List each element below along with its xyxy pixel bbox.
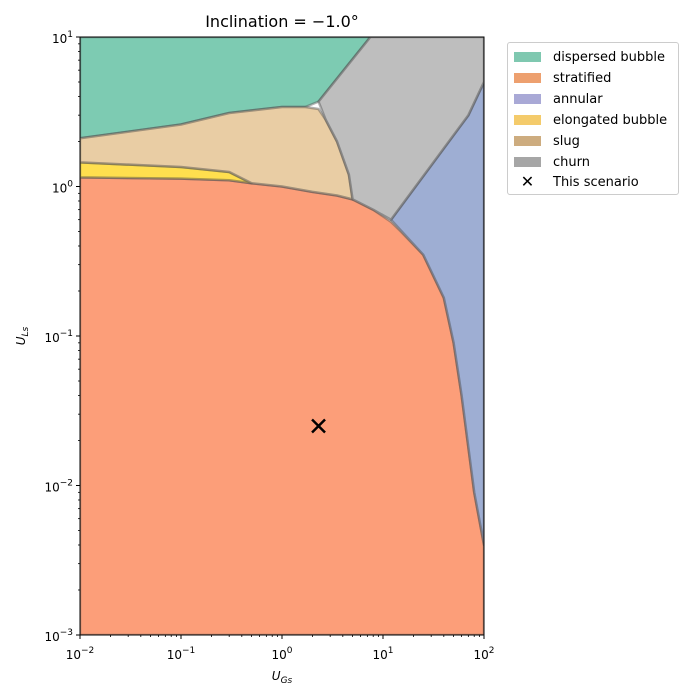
y-tick-label: 10−1 [44,329,73,345]
x-tick-label: 10−1 [167,646,196,662]
x-axis-label: UGs [272,669,293,686]
region-churn [317,37,484,221]
y-tick-label: 10−2 [44,479,73,495]
legend-label: annular [553,91,603,107]
region-annular [389,80,484,547]
legend-swatch [514,136,541,146]
legend-item-dispersed-bubble: dispersed bubble [514,49,665,65]
legend-label: stratified [553,70,612,86]
legend: dispersed bubble stratified annular elon… [507,42,679,195]
x-tick-label: 102 [473,646,494,662]
axes-layer: 10−2 10−1 100 101 102 10−3 10−2 10−1 100 101 [44,30,494,662]
legend-label: slug [553,133,580,149]
x-marker-icon: ✕ [520,172,535,191]
legend-label: This scenario [553,174,639,190]
legend-item-annular: annular [514,91,603,107]
legend-swatch [514,52,541,62]
x-tick-label: 10−2 [66,646,95,662]
x-tick-label: 100 [271,646,292,662]
y-tick-label: 10−3 [44,628,73,644]
x-tick-label: 101 [372,646,393,662]
y-tick-label: 101 [52,30,73,46]
y-tick-label: 100 [52,180,73,196]
legend-swatch [514,157,541,167]
regions-layer [80,37,484,635]
legend-label: elongated bubble [553,112,668,128]
legend-item-this-scenario: ✕ This scenario [514,174,639,190]
marker-layer [311,418,326,434]
legend-item-slug: slug [514,133,580,149]
legend-label: churn [553,154,590,170]
legend-item-elongated-bubble: elongated bubble [514,112,667,128]
legend-label: dispersed bubble [553,49,665,65]
legend-item-churn: churn [514,154,590,170]
legend-swatch [514,115,541,125]
legend-item-stratified: stratified [514,70,611,86]
scenario-marker [311,418,326,434]
legend-swatch [514,73,541,83]
y-axis-label: ULs [14,326,31,345]
legend-swatch [514,94,541,104]
chart-title: Inclination = −1.0° [205,12,359,31]
